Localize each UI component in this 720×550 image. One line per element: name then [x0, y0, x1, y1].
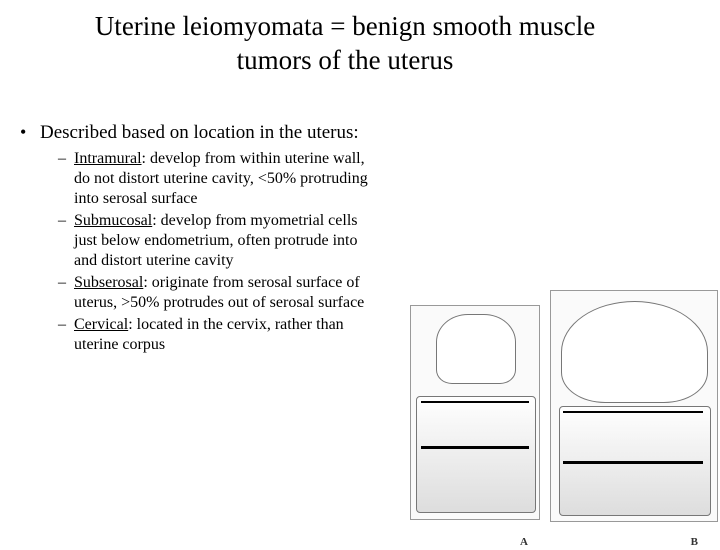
figure-label-a: A	[520, 536, 528, 548]
term: Cervical	[74, 316, 128, 333]
term: Subserosal	[74, 274, 143, 291]
uterus-outline-icon	[436, 314, 516, 384]
diagram-line-icon	[563, 411, 703, 413]
main-bullet-text: Described based on location in the uteru…	[40, 122, 359, 145]
title-line-1: Uterine leiomyomata = benign smooth musc…	[95, 11, 595, 41]
list-item: – Intramural: develop from within uterin…	[58, 149, 370, 209]
list-item: – Subserosal: originate from serosal sur…	[58, 273, 370, 313]
dash-icon: –	[58, 315, 74, 335]
sub-text: Subserosal: originate from serosal surfa…	[74, 273, 370, 313]
slide-title: Uterine leiomyomata = benign smooth musc…	[30, 10, 660, 78]
pelvis-outline-icon	[561, 301, 708, 403]
diagram-line-icon	[563, 461, 703, 464]
dash-icon: –	[58, 273, 74, 293]
sub-text: Cervical: located in the cervix, rather …	[74, 315, 370, 355]
dash-icon: –	[58, 211, 74, 231]
sub-text: Submucosal: develop from myometrial cell…	[74, 211, 370, 271]
figure-area: A B	[410, 290, 720, 550]
figure-panel-b	[550, 290, 718, 522]
term: Intramural	[74, 150, 142, 167]
sub-text: Intramural: develop from within uterine …	[74, 149, 370, 209]
title-line-2: tumors of the uterus	[237, 45, 454, 75]
term: Submucosal	[74, 212, 152, 229]
list-item: – Submucosal: develop from myometrial ce…	[58, 211, 370, 271]
sublist: – Intramural: develop from within uterin…	[58, 149, 370, 355]
diagram-lower-icon	[416, 396, 536, 513]
figure-panel-a	[410, 305, 540, 520]
bullet-dot-icon: •	[20, 122, 40, 144]
diagram-line-icon	[421, 446, 529, 449]
dash-icon: –	[58, 149, 74, 169]
list-item: – Cervical: located in the cervix, rathe…	[58, 315, 370, 355]
figure-label-b: B	[691, 536, 698, 548]
main-bullet-row: • Described based on location in the ute…	[20, 122, 370, 145]
content-block: • Described based on location in the ute…	[20, 122, 370, 357]
diagram-line-icon	[421, 401, 529, 403]
